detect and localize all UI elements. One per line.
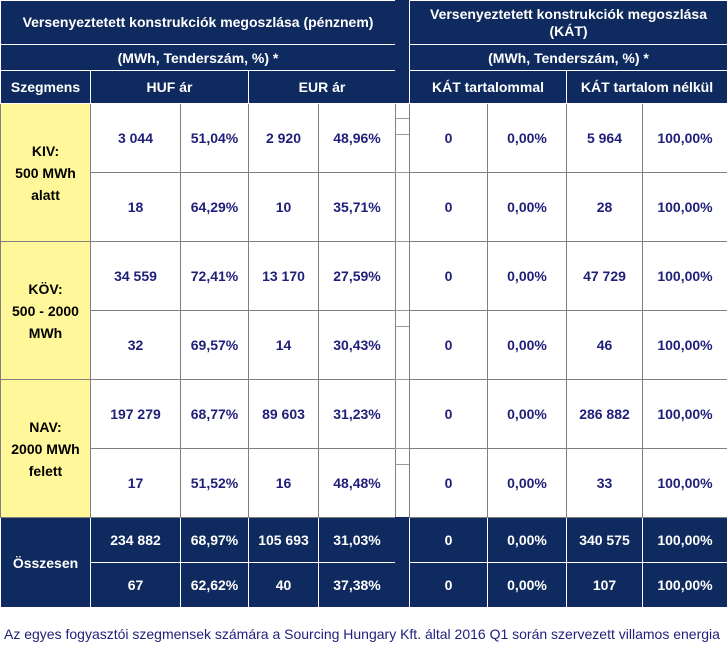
nokat-value: 47 729: [566, 241, 643, 311]
kat-percent: 0,00%: [487, 448, 567, 518]
right-table-subtitle: (MWh, Tenderszám, %) *: [408, 44, 727, 71]
nokat-value: 33: [566, 448, 643, 518]
table-row: 0 0,00% 33 100,00%: [409, 448, 727, 518]
nokat-value: 28: [566, 172, 643, 242]
huf-value: 18: [90, 172, 181, 242]
kat-value: 0: [409, 379, 488, 449]
total-eur-value: 105 693: [248, 517, 319, 563]
eur-percent: 48,48%: [317, 448, 397, 518]
right-table-title: Versenyeztetett konstrukciók megoszlása(…: [408, 0, 727, 45]
total-row: 67 62,62% 40 37,38%: [1, 562, 397, 608]
kat-value: 0: [409, 103, 488, 173]
nokat-percent: 100,00%: [641, 448, 727, 518]
table-row: KIV: 500 MWh alatt 3 044 51,04% 2 920 48,9…: [0, 103, 397, 242]
nokat-percent: 100,00%: [641, 241, 727, 311]
huf-percent: 64,29%: [180, 172, 249, 242]
total-label: Összesen: [0, 517, 91, 608]
huf-value: 17: [90, 448, 181, 518]
total-eur-percent: 37,38%: [317, 562, 397, 608]
total-huf-percent: 68,97%: [180, 517, 249, 563]
kat-value: 0: [409, 241, 488, 311]
huf-header: HUF ár: [90, 70, 249, 104]
eur-percent: 30,43%: [317, 310, 397, 380]
nokat-percent: 100,00%: [641, 172, 727, 242]
nokat-value: 46: [566, 310, 643, 380]
total-kat-percent: 0,00%: [487, 517, 567, 563]
huf-percent: 69,57%: [180, 310, 249, 380]
table-row: 0 0,00% 46 100,00%: [409, 310, 727, 380]
total-nokat-percent: 100,00%: [641, 562, 727, 608]
left-table-title: Versenyeztetett konstrukciók megoszlása …: [0, 0, 397, 45]
huf-percent: 72,41%: [180, 241, 249, 311]
nokat-percent: 100,00%: [641, 379, 727, 449]
kat-percent: 0,00%: [487, 379, 567, 449]
kat-without-header: KÁT tartalom nélkül: [565, 70, 727, 104]
total-huf-value: 234 882: [90, 517, 181, 563]
eur-value: 16: [248, 448, 319, 518]
segment-kov: KÖV: 500 - 2000 MWh: [0, 241, 91, 380]
huf-value: 3 044: [90, 103, 181, 173]
huf-percent: 51,04%: [180, 103, 249, 173]
eur-value: 89 603: [248, 379, 319, 449]
huf-percent: 51,52%: [180, 448, 249, 518]
nokat-value: 286 882: [566, 379, 643, 449]
total-huf-value: 67: [90, 562, 181, 608]
total-nokat-value: 340 575: [566, 517, 643, 563]
total-row: Összesen 234 882 68,97% 105 693 31,03%: [0, 517, 397, 608]
huf-value: 34 559: [90, 241, 181, 311]
table-row: NAV: 2000 MWh felett 197 279 68,77% 89 603…: [0, 379, 397, 518]
total-eur-percent: 31,03%: [317, 517, 397, 563]
eur-value: 10: [248, 172, 319, 242]
total-nokat-percent: 100,00%: [641, 517, 727, 563]
eur-value: 13 170: [248, 241, 319, 311]
nokat-percent: 100,00%: [641, 103, 727, 173]
eur-percent: 48,96%: [317, 103, 397, 173]
table-gap: [395, 0, 409, 607]
eur-percent: 31,23%: [317, 379, 397, 449]
kat-percent: 0,00%: [487, 310, 567, 380]
kat-percent: 0,00%: [487, 172, 567, 242]
table-row: 0 0,00% 5 964 100,00%: [409, 103, 727, 173]
table-row: 0 0,00% 286 882 100,00%: [409, 379, 727, 449]
caption: Az egyes fogyasztói szegmensek számára a…: [4, 626, 720, 642]
eur-value: 14: [248, 310, 319, 380]
kat-percent: 0,00%: [487, 241, 567, 311]
total-row: 0 0,00% 107 100,00%: [409, 562, 727, 608]
total-kat-value: 0: [409, 562, 488, 608]
left-table-subtitle: (MWh, Tenderszám, %) *: [0, 44, 397, 71]
eur-header: EUR ár: [247, 70, 397, 104]
segment-nav: NAV: 2000 MWh felett: [0, 379, 91, 518]
nokat-value: 5 964: [566, 103, 643, 173]
nokat-percent: 100,00%: [641, 310, 727, 380]
kat-value: 0: [409, 310, 488, 380]
table-row: KÖV: 500 - 2000 MWh 34 559 72,41% 13 170 2…: [0, 241, 397, 380]
huf-percent: 68,77%: [180, 379, 249, 449]
huf-value: 32: [90, 310, 181, 380]
segment-header: Szegmens: [0, 70, 91, 104]
huf-value: 197 279: [90, 379, 181, 449]
total-huf-percent: 62,62%: [180, 562, 249, 608]
total-nokat-value: 107: [566, 562, 643, 608]
eur-value: 2 920: [248, 103, 319, 173]
total-kat-value: 0: [409, 517, 488, 563]
total-kat-percent: 0,00%: [487, 562, 567, 608]
kat-split-table: Versenyeztetett konstrukciók megoszlása(…: [408, 0, 727, 608]
kat-value: 0: [409, 172, 488, 242]
total-row: 0 0,00% 340 575 100,00%: [409, 517, 727, 563]
table-row: 17 51,52% 16 48,48%: [1, 448, 397, 518]
kat-value: 0: [409, 448, 488, 518]
table-row: 0 0,00% 47 729 100,00%: [409, 241, 727, 311]
segment-kiv: KIV: 500 MWh alatt: [0, 103, 91, 242]
kat-percent: 0,00%: [487, 103, 567, 173]
kat-with-header: KÁT tartalommal: [409, 70, 567, 104]
eur-percent: 35,71%: [317, 172, 397, 242]
total-eur-value: 40: [248, 562, 319, 608]
table-row: 18 64,29% 10 35,71%: [1, 172, 397, 242]
currency-split-table: Versenyeztetett konstrukciók megoszlása …: [0, 0, 397, 608]
table-row: 32 69,57% 14 30,43%: [1, 310, 397, 380]
table-row: 0 0,00% 28 100,00%: [409, 172, 727, 242]
eur-percent: 27,59%: [317, 241, 397, 311]
